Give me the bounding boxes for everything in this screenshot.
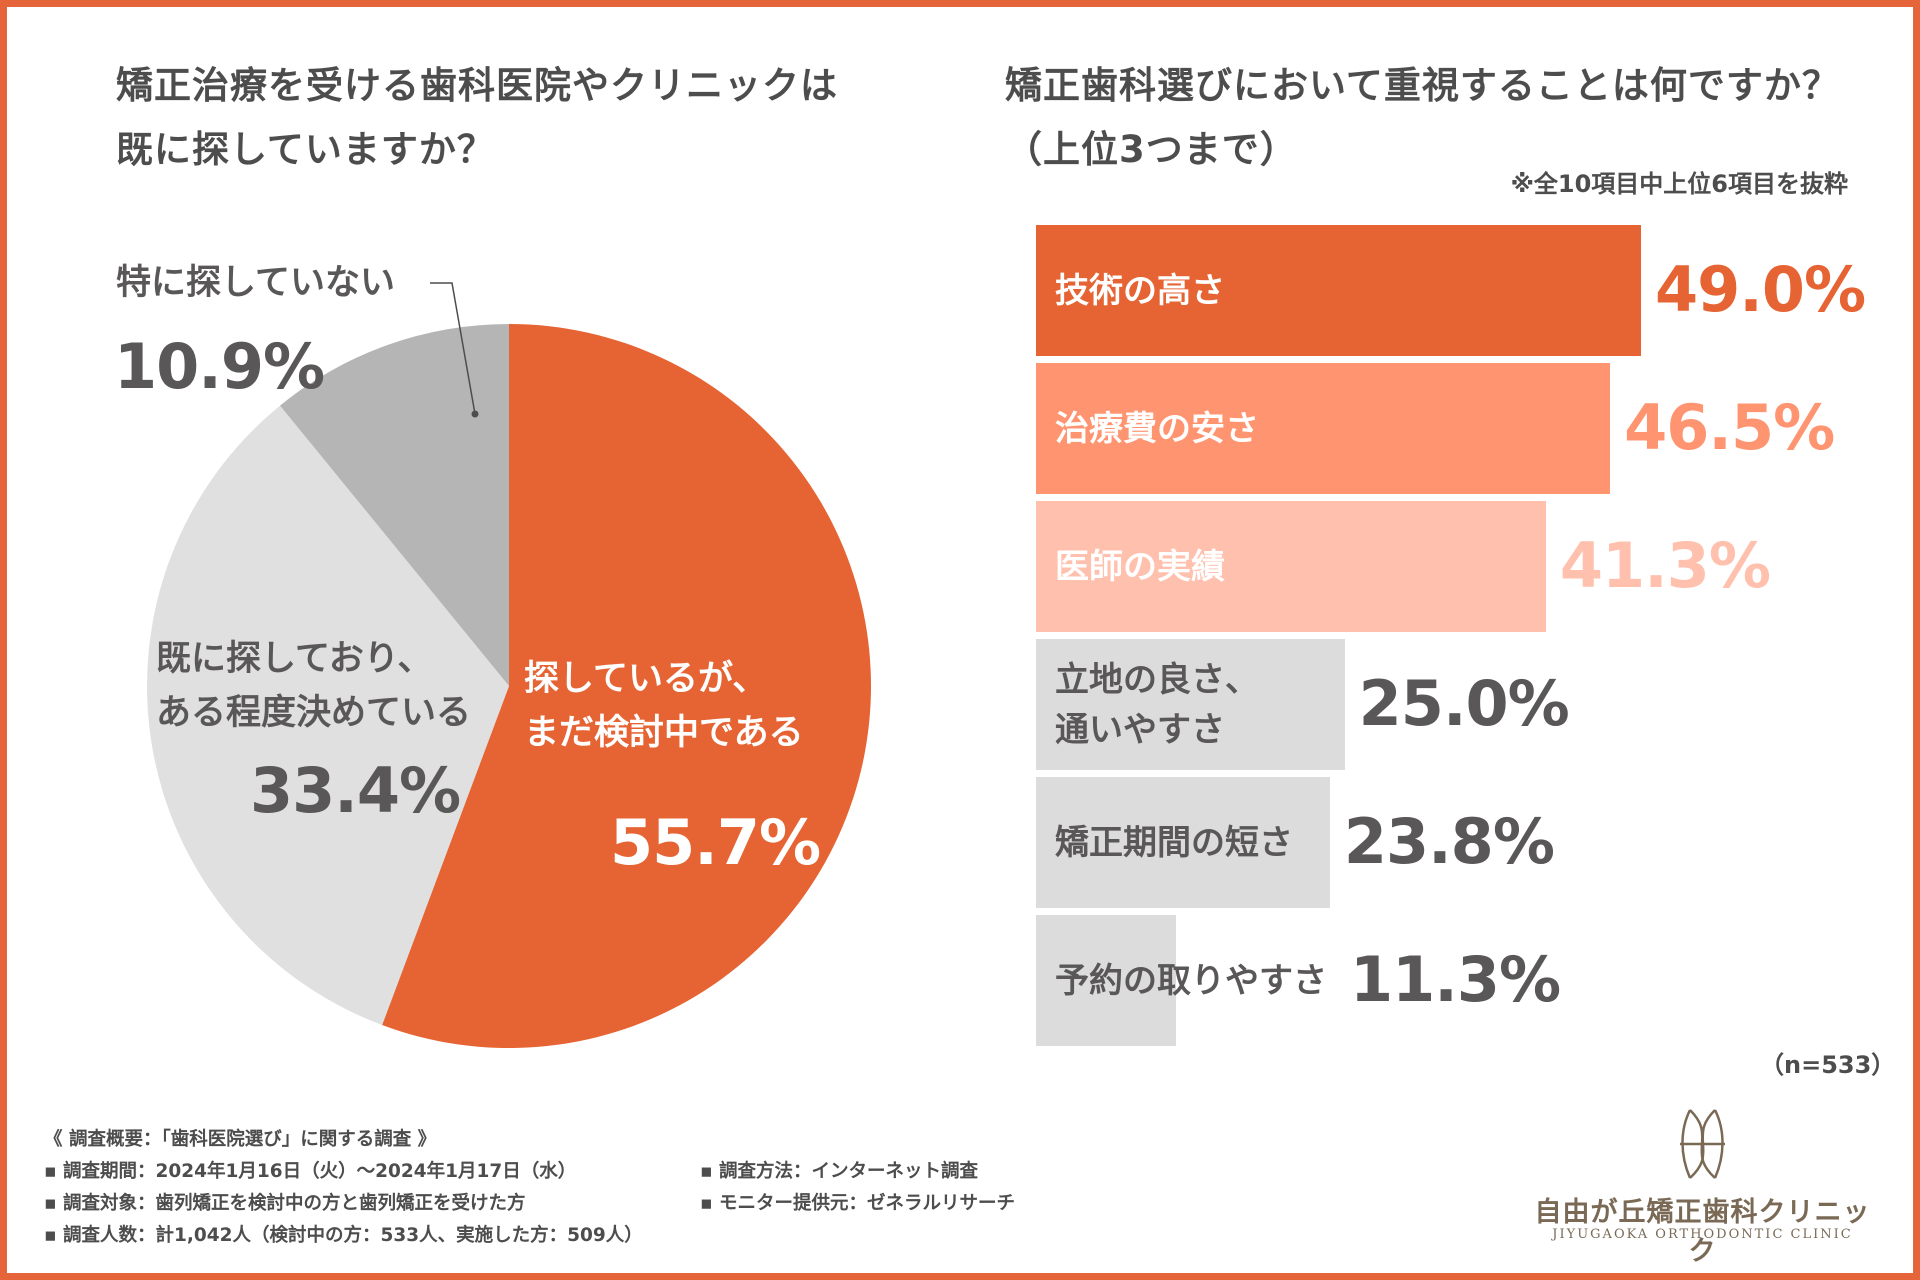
clinic-logo-name: 自由が丘矯正歯科クリニック: [1534, 1197, 1871, 1267]
bar-label-line: 矯正期間の短さ: [1055, 822, 1293, 863]
pie-value-not-searching: 10.9%: [114, 330, 325, 403]
bar-value-6: 11.3%: [1350, 942, 1561, 1016]
bar-label-3: 医師の実績: [1055, 542, 1225, 592]
clinic-logo-mark-icon: [1680, 1109, 1725, 1179]
items-note: ※全10項目中上位6項目を抜粋: [1510, 170, 1848, 198]
pie-slice-decided: [147, 405, 510, 1026]
bar-label-line: 技術の高さ: [1055, 270, 1225, 311]
bar-label-2: 治療費の安さ: [1055, 404, 1259, 454]
survey-method: ▪ 調査方法：インターネット調査: [700, 1161, 978, 1182]
survey-summary-right: ▪ 調査方法：インターネット調査 ▪ モニター提供元：ゼネラルリサーチ: [700, 1156, 1015, 1220]
bar-value-5: 23.8%: [1343, 804, 1555, 878]
sample-size-note: （n=533）: [1760, 1051, 1896, 1079]
left-title-line-2: 既に探していますか？: [116, 128, 495, 171]
pie-leader-dot: [471, 410, 479, 418]
pie-value-considering: 55.7%: [610, 806, 821, 879]
bar-value-1: 49.0%: [1655, 252, 1866, 326]
bar-5: [1036, 777, 1330, 908]
bar-label-6: 予約の取りやすさ: [1055, 956, 1327, 1006]
left-chart-title: 矯正治療を受ける歯科医院やクリニックは 既に探していますか？: [116, 54, 916, 182]
bar-1: [1036, 225, 1641, 356]
pie-leader-line: [430, 282, 476, 415]
right-title-line-2: （上位3つまで）: [1005, 128, 1298, 171]
bar-label-4: 立地の良さ、 通いやすさ: [1055, 655, 1259, 755]
bar-label-line: 予約の取りやすさ: [1055, 960, 1327, 1001]
bar-value-3: 41.3%: [1559, 528, 1771, 602]
right-title-line-1: 矯正歯科選びにおいて重視することは何ですか？: [1005, 64, 1840, 107]
bar-label-line: 医師の実績: [1055, 546, 1225, 587]
right-chart-title: 矯正歯科選びにおいて重視することは何ですか？ （上位3つまで）: [1005, 54, 1885, 182]
survey-target: ▪ 調査対象：歯列矯正を検討中の方と歯列矯正を受けた方: [44, 1193, 526, 1214]
survey-period: ▪ 調査期間：2024年1月16日（火）〜2024年1月17日（水）: [44, 1161, 577, 1182]
bar-value-4: 25.0%: [1358, 666, 1570, 740]
bar-4: [1036, 639, 1345, 770]
left-title-line-1: 矯正治療を受ける歯科医院やクリニックは: [116, 64, 838, 107]
survey-summary: 《 調査概要：「歯科医院選び」に関する調査 》 ▪ 調査期間：2024年1月16…: [44, 1124, 643, 1252]
bar-2: [1036, 363, 1611, 494]
survey-count: ▪ 調査人数：計1,042人（検討中の方：533人、実施した方：509人）: [44, 1225, 643, 1246]
bar-6: [1036, 915, 1176, 1046]
survey-provider: ▪ モニター提供元：ゼネラルリサーチ: [700, 1193, 1015, 1214]
pie-label-line: まだ検討中である: [524, 713, 804, 753]
bar-3: [1036, 501, 1546, 632]
clinic-logo-sub: JIYUGAOKA ORTHODONTIC CLINIC: [1552, 1227, 1853, 1242]
clinic-logo: 自由が丘矯正歯科クリニック JIYUGAOKA ORTHODONTIC CLIN…: [1530, 1100, 1875, 1267]
pie-slice-not-searching: [280, 324, 509, 686]
pie-label-line: 特に探していない: [116, 263, 395, 303]
bar-label-5: 矯正期間の短さ: [1055, 818, 1293, 868]
pie-label-considering: 探しているが、 まだ検討中である: [524, 652, 804, 760]
bar-label-line: 通いやすさ: [1055, 709, 1225, 750]
pie-label-line: 既に探しており、: [156, 639, 433, 679]
bar-value-2: 46.5%: [1624, 390, 1835, 464]
bar-label-line: 立地の良さ、: [1055, 659, 1259, 700]
pie-label-line: ある程度決めている: [156, 693, 472, 733]
bar-label-1: 技術の高さ: [1055, 266, 1225, 316]
bar-label-line: 治療費の安さ: [1055, 408, 1259, 449]
pie-label-line: 探しているが、: [524, 659, 768, 699]
survey-heading: 《 調査概要：「歯科医院選び」に関する調査 》: [44, 1129, 437, 1150]
pie-label-decided: 既に探しており、 ある程度決めている: [156, 632, 471, 740]
pie-value-decided: 33.4%: [250, 754, 461, 827]
pie-slice-considering: [382, 324, 872, 1048]
pie-label-not-searching: 特に探していない: [116, 256, 395, 310]
